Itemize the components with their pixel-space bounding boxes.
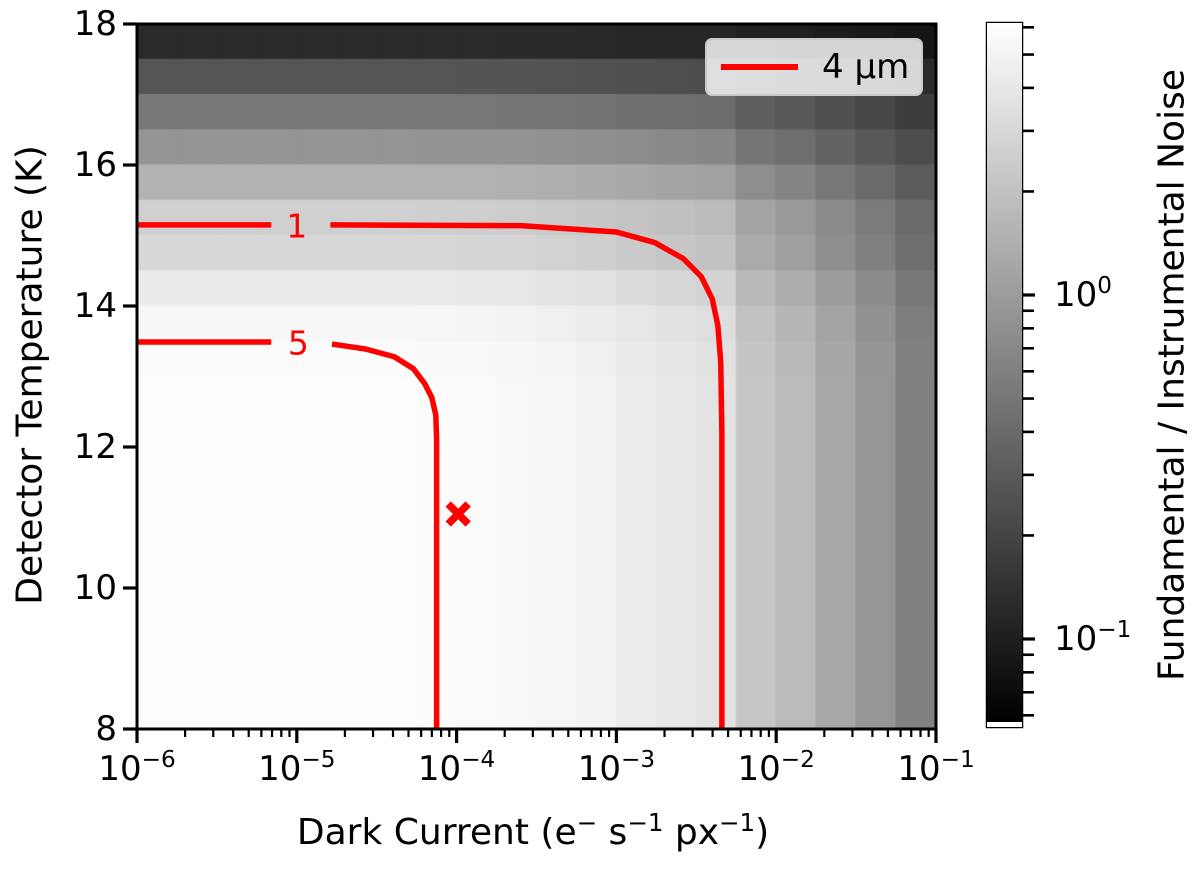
superscript: −1: [940, 747, 975, 774]
x-axis-title: Dark Current (e− s−1 px−1): [296, 807, 770, 853]
superscript: 0: [1097, 273, 1112, 300]
x-tick-label: 10−2: [737, 747, 815, 789]
x-tick-label: 10−5: [258, 747, 336, 789]
y-tick-label: 14: [73, 286, 117, 326]
y-tick-label: 10: [73, 568, 117, 608]
legend-label: 4 μm: [822, 47, 910, 87]
x-tick-label: 10−6: [98, 747, 176, 789]
colorbar-tick-label: 100: [1054, 273, 1112, 315]
y-tick-label: 12: [73, 427, 117, 467]
colorbar-tick-label: 10−1: [1054, 617, 1132, 659]
y-tick-label: 16: [73, 145, 117, 185]
y-tick-label: 8: [95, 709, 117, 749]
superscript: −1: [719, 807, 756, 837]
superscript: −1: [1097, 617, 1132, 644]
superscript: −3: [620, 747, 656, 774]
x-tick-label: 10−1: [897, 747, 975, 789]
superscript: −5: [301, 747, 336, 774]
x-tick-label: 10−4: [417, 747, 496, 789]
x-tick-label: 10−3: [577, 747, 656, 789]
superscript: −1: [627, 807, 664, 837]
legend-line-sample: [721, 64, 798, 70]
colorbar-gradient: [987, 23, 1022, 722]
y-axis-title: Detector Temperature (K): [9, 145, 51, 605]
superscript: −: [576, 807, 598, 837]
contour-label-1: 1: [286, 206, 308, 246]
superscript: −2: [780, 747, 815, 774]
legend: 4 μm: [705, 38, 923, 96]
superscript: −4: [461, 747, 496, 774]
contour-label-5: 5: [287, 323, 309, 363]
heatmap-canvas: [137, 24, 936, 729]
y-tick-label: 18: [73, 4, 117, 44]
colorbar-title: Fundamental / Instrumental Noise: [1151, 69, 1193, 681]
superscript: −6: [141, 747, 176, 774]
colorbar: [987, 23, 1022, 727]
colorbar-end-cap: [987, 722, 1022, 727]
